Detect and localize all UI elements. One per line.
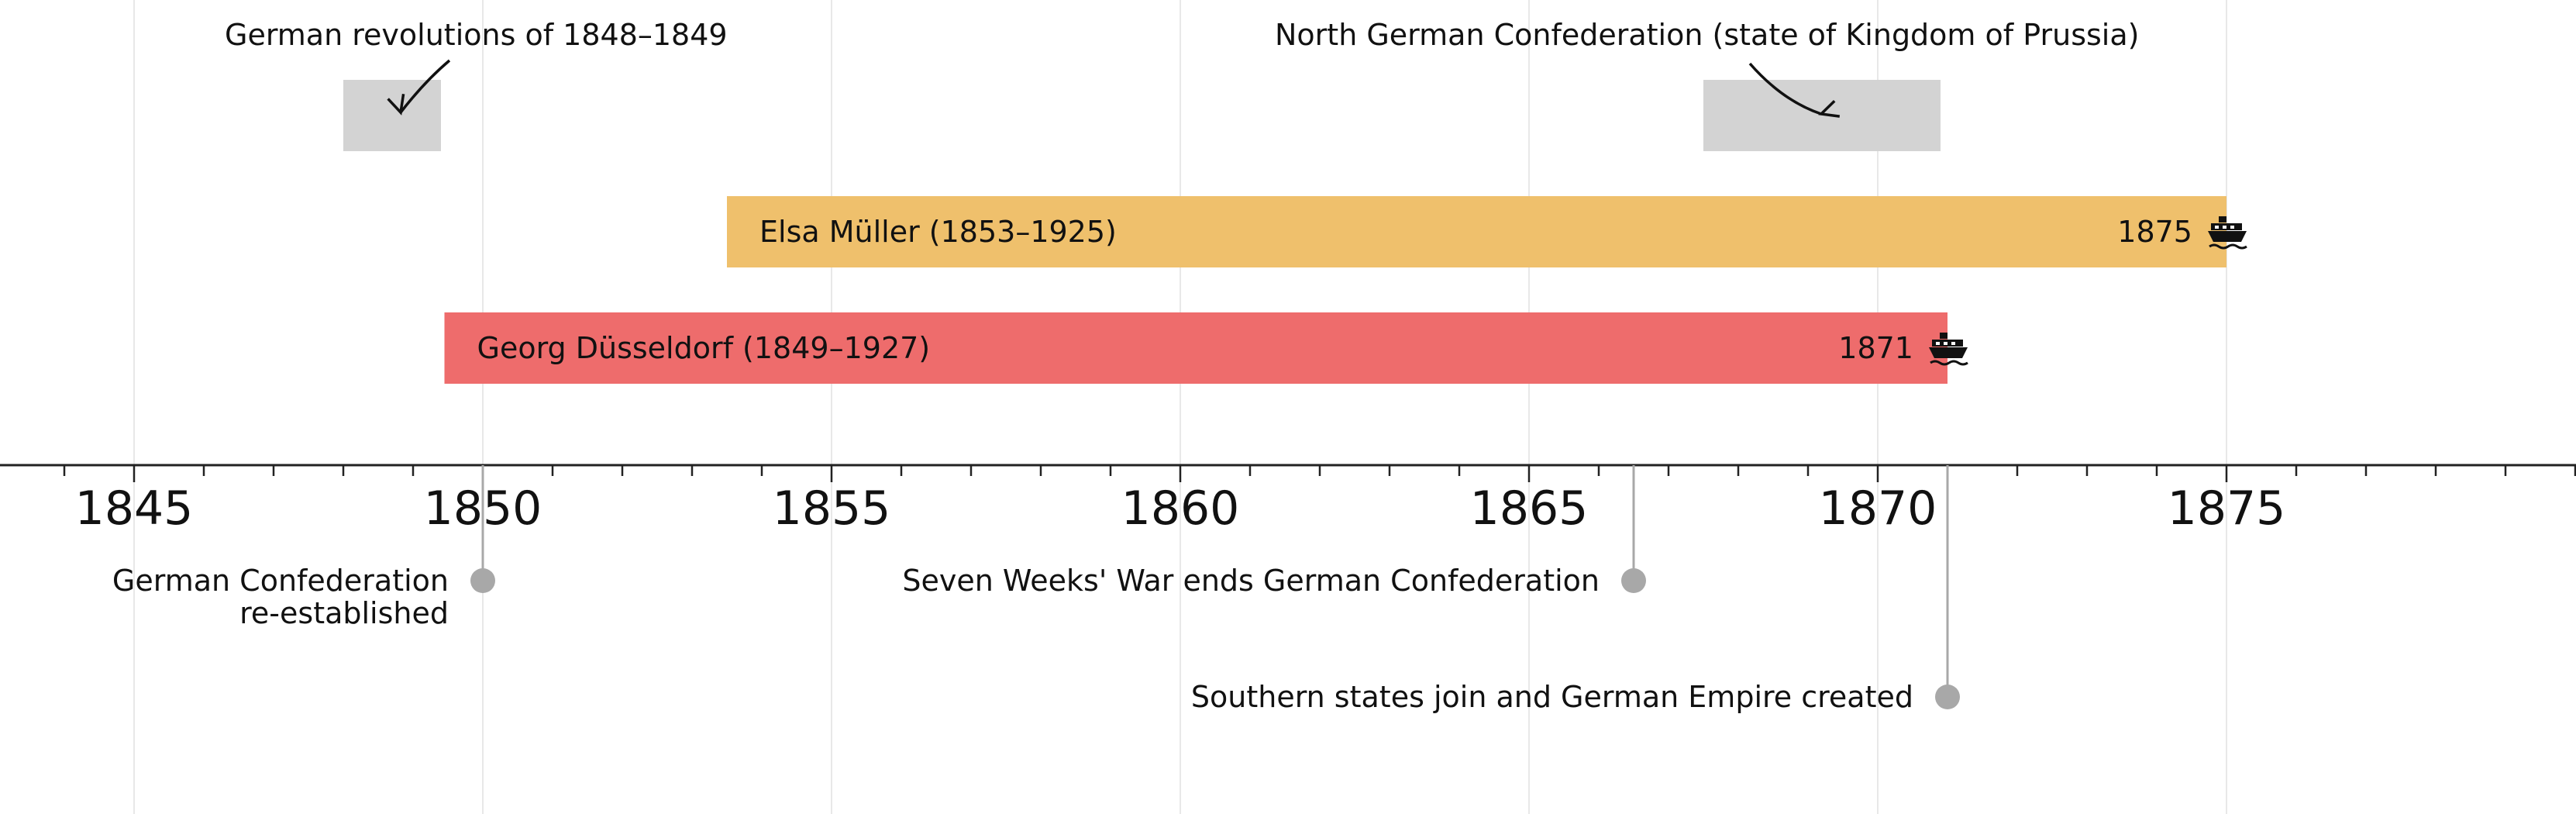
event-label: Seven Weeks' War ends German Confederati…	[902, 564, 1600, 598]
axis-layer: 1845 1850 1855 1860 1865 1870 1875	[0, 464, 2576, 536]
life-bar	[444, 312, 1947, 384]
bar-label: Elsa Müller (1853–1925)	[759, 215, 1117, 249]
period-arrow	[1748, 62, 1822, 116]
ship-icon	[2208, 216, 2247, 250]
bar-end-label: 1871	[1838, 331, 1913, 365]
event-marker	[1621, 568, 1646, 593]
bar-layer: Elsa Müller (1853–1925) 1875 Georg Düsseld…	[444, 196, 2247, 384]
period-box	[1703, 80, 1941, 151]
event-label: re-established	[239, 596, 449, 630]
ship-window	[2215, 226, 2219, 229]
ship-hull	[1929, 347, 1968, 358]
x-tick-label: 1870	[1819, 481, 1937, 536]
ship-window	[1951, 342, 1955, 345]
ship-window	[1936, 342, 1940, 345]
bar-label: Georg Düsseldorf (1849–1927)	[477, 331, 931, 365]
bar-end-label: 1875	[2117, 215, 2192, 249]
ship-window	[2223, 226, 2226, 229]
event-marker	[1935, 685, 1960, 709]
event-label: German Confederation	[112, 564, 449, 598]
x-tick-label: 1865	[1470, 481, 1589, 536]
ship-hull	[2208, 231, 2247, 242]
x-tick-label: 1860	[1121, 481, 1240, 536]
life-bar	[727, 196, 2226, 267]
period-box	[343, 80, 441, 151]
period-layer: German revolutions of 1848–1849 North Ger…	[225, 18, 2139, 151]
period-label: German revolutions of 1848–1849	[225, 18, 728, 52]
ship-window	[1944, 342, 1947, 345]
ship-waves	[2209, 243, 2247, 250]
period-arrowhead	[1818, 100, 1841, 118]
x-tick-label: 1875	[2168, 481, 2286, 536]
event-label: Southern states join and German Empire c…	[1191, 680, 1913, 714]
ship-waves	[1930, 360, 1968, 366]
event-marker	[470, 568, 495, 593]
period-label: North German Confederation (state of Kin…	[1275, 18, 2139, 52]
period-arrow	[399, 59, 451, 114]
period-arrowhead	[387, 94, 405, 116]
ship-funnel	[2219, 216, 2226, 222]
x-tick-label: 1845	[75, 481, 194, 536]
ship-funnel	[1940, 333, 1947, 339]
ship-icon	[1929, 333, 1968, 366]
x-tick-label: 1855	[773, 481, 891, 536]
ship-window	[2230, 226, 2234, 229]
